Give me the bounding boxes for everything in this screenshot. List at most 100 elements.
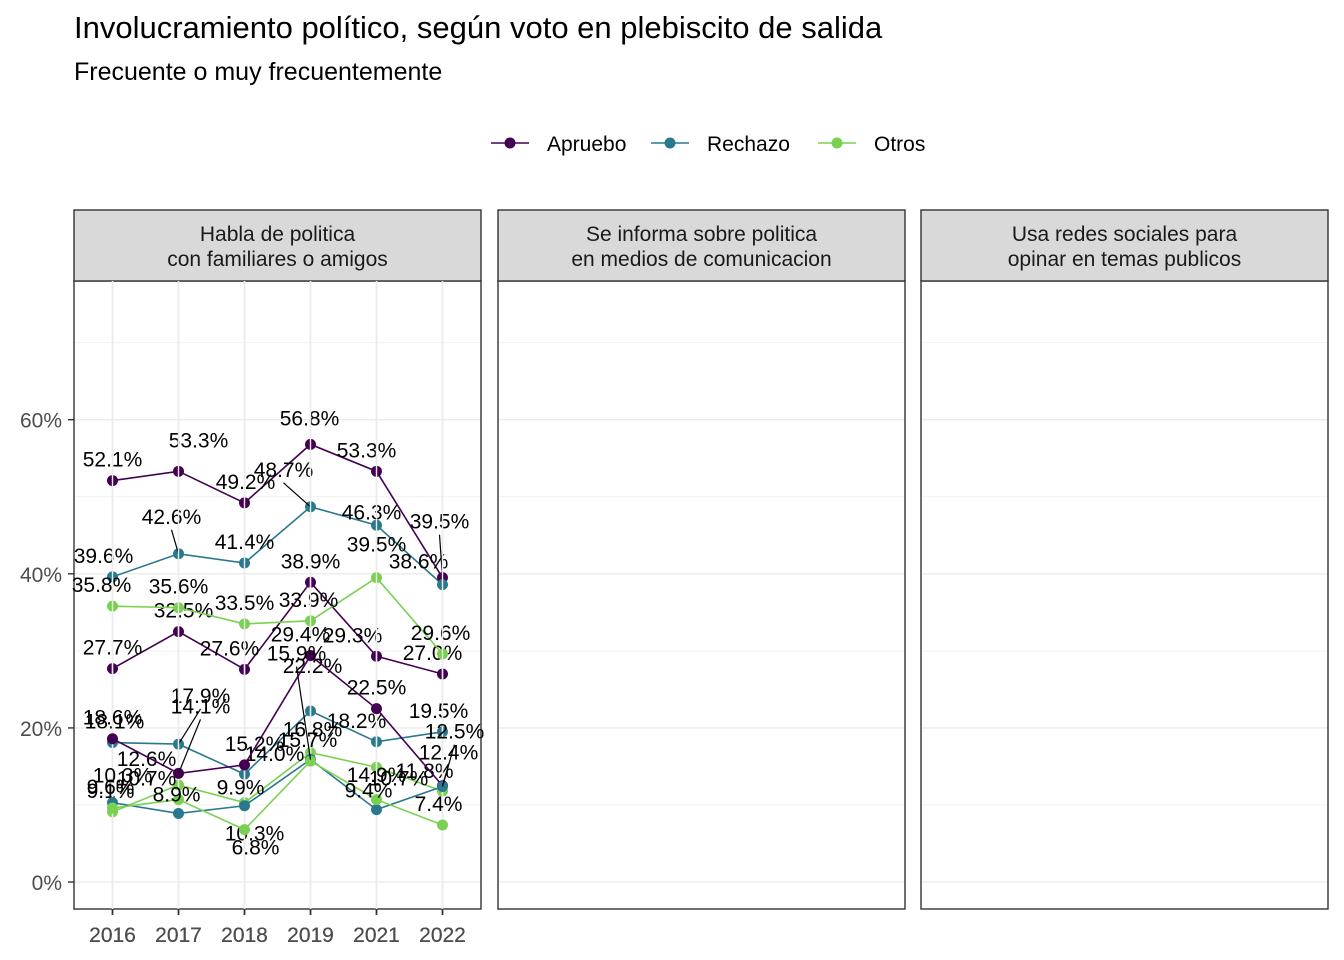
x-tick-label: 2018 (221, 924, 268, 947)
legend-item-apruebo: Apruebo (491, 133, 626, 156)
data-label-rechazo-2017: 17.9% (171, 685, 231, 708)
data-label-apruebo-2022: 12.5% (425, 721, 485, 744)
series-line-otros (112, 576, 444, 655)
data-point-otros-2016 (107, 802, 118, 814)
data-point-rechazo-2018 (239, 800, 250, 812)
label-leader-line (170, 529, 180, 554)
data-label-rechazo-2021: 18.2% (327, 710, 387, 733)
data-point-rechazo-2017 (173, 807, 184, 819)
x-tick-label: 2018 (221, 924, 268, 947)
data-label-apruebo-2018: 27.6% (200, 637, 260, 660)
data-label-rechazo-2021: 9.4% (345, 780, 393, 803)
data-label-apruebo-2016: 18.6% (83, 707, 143, 730)
data-label-rechazo-2022: 19.5% (409, 700, 469, 723)
data-point-otros-2021 (371, 794, 382, 806)
legend-key-point (664, 137, 676, 149)
x-tick-label: 2016 (89, 924, 136, 947)
x-tick-label: 2021 (353, 924, 400, 947)
data-label-apruebo-2018: 15.2% (225, 733, 285, 756)
data-label-otros-2022: 11.8% (396, 760, 454, 783)
series-line-apruebo (112, 443, 444, 579)
data-label-otros-2016: 9.6% (87, 776, 135, 799)
data-label-otros-2022: 7.4% (415, 793, 463, 816)
data-label-rechazo-2022: 38.6% (389, 551, 449, 574)
series-line-otros (112, 751, 443, 813)
data-label-apruebo-2017: 32.5% (154, 600, 214, 623)
data-point-rechazo-2021 (371, 804, 382, 816)
x-tick-label: 2022 (419, 924, 466, 947)
legend-item-rechazo: Rechazo (651, 133, 790, 156)
label-leader-line (177, 719, 202, 774)
label-leader-line (295, 666, 312, 760)
x-tick-label: 2016 (89, 924, 136, 947)
panel-strip (920, 209, 1329, 282)
x-tick-label: 2022 (419, 924, 466, 947)
chart-panels: 27.7%32.5%27.6%38.9%29.3%27.0%18.1%17.9%… (20, 209, 1329, 947)
panel-title-line: Usa redes sociales para (1012, 223, 1238, 246)
panel-strip (73, 209, 482, 282)
y-axis: 0% 20% 40% 60% (20, 410, 74, 895)
data-label-apruebo-2021: 22.5% (347, 677, 407, 700)
data-label-otros-2019: 15.7% (278, 729, 338, 752)
data-point-otros-2019 (305, 755, 316, 767)
data-label-apruebo-2022: 39.5% (410, 511, 470, 534)
x-tick-label: 2017 (155, 924, 202, 947)
x-tick-label: 2017 (155, 924, 202, 947)
x-tick-label: 2021 (353, 924, 400, 947)
data-label-rechazo-2019: 48.7% (254, 459, 314, 482)
data-label-apruebo-2022: 27.0% (403, 642, 463, 665)
data-point-otros-2018 (239, 824, 250, 836)
panel-2: 52.1%53.3%49.2%56.8%53.3%39.5%39.6%42.6%… (72, 209, 906, 947)
data-label-otros-2016: 35.8% (72, 574, 132, 597)
panel-title-line: Habla de politica (200, 223, 356, 246)
label-leader-line (177, 708, 202, 745)
panel-background (498, 281, 905, 909)
label-leader-line (441, 765, 450, 787)
data-label-otros-2022: 29.6% (411, 622, 471, 645)
legend-key-point (831, 137, 843, 149)
data-label-rechazo-2016: 39.6% (74, 545, 134, 568)
x-tick-label: 2017 (155, 924, 202, 947)
data-label-apruebo-2017: 53.3% (169, 429, 229, 452)
data-point-apruebo-2016 (107, 733, 118, 745)
chart-title: Involucramiento político, según voto en … (74, 10, 883, 45)
x-tick-label: 2019 (287, 924, 334, 947)
data-label-apruebo-2021: 29.3% (323, 624, 383, 647)
data-label-rechazo-2017: 8.9% (153, 783, 201, 806)
x-tick-label: 2016 (89, 924, 136, 947)
data-label-rechazo-2016: 10.3% (93, 765, 153, 788)
series-line-otros (112, 760, 443, 831)
legend-item-otros: Otros (818, 133, 925, 156)
series-line-apruebo (112, 581, 443, 675)
data-point-otros-2017 (173, 794, 184, 806)
legend-label: Otros (874, 133, 925, 156)
y-tick-label: 40% (20, 564, 62, 587)
data-label-rechazo-2021: 46.3% (342, 501, 402, 524)
data-label-apruebo-2018: 49.2% (216, 471, 276, 494)
data-label-rechazo-2022: 12.4% (419, 741, 479, 764)
series-line-rechazo (112, 710, 443, 776)
data-label-otros-2021: 10.7% (369, 768, 429, 791)
data-label-otros-2016: 9.1% (87, 780, 135, 803)
panel-title-line: opinar en temas publicos (1008, 248, 1241, 271)
data-label-rechazo-2016: 18.1% (85, 711, 145, 734)
data-label-apruebo-2019: 56.8% (280, 407, 340, 430)
legend-label: Apruebo (547, 133, 626, 156)
data-point-apruebo-2021 (371, 703, 382, 715)
y-tick-label: 60% (20, 410, 62, 433)
x-tick-label: 2022 (419, 924, 466, 947)
x-tick-label: 2019 (287, 924, 334, 947)
data-label-apruebo-2021: 53.3% (337, 439, 397, 462)
series-line-rechazo (112, 758, 443, 815)
chart-subtitle: Frecuente o muy frecuentemente (74, 58, 443, 86)
panel-title-line: Se informa sobre politica (586, 223, 817, 246)
legend-key-point (504, 137, 516, 149)
data-label-apruebo-2017: 14.1% (171, 695, 231, 718)
data-label-otros-2018: 6.8% (232, 837, 280, 860)
data-label-rechazo-2017: 42.6% (142, 506, 202, 529)
panel-strip (497, 209, 906, 282)
data-label-rechazo-2019: 15.9% (267, 643, 327, 666)
x-tick-label: 2019 (287, 924, 334, 947)
x-tick-label: 2021 (353, 924, 400, 947)
